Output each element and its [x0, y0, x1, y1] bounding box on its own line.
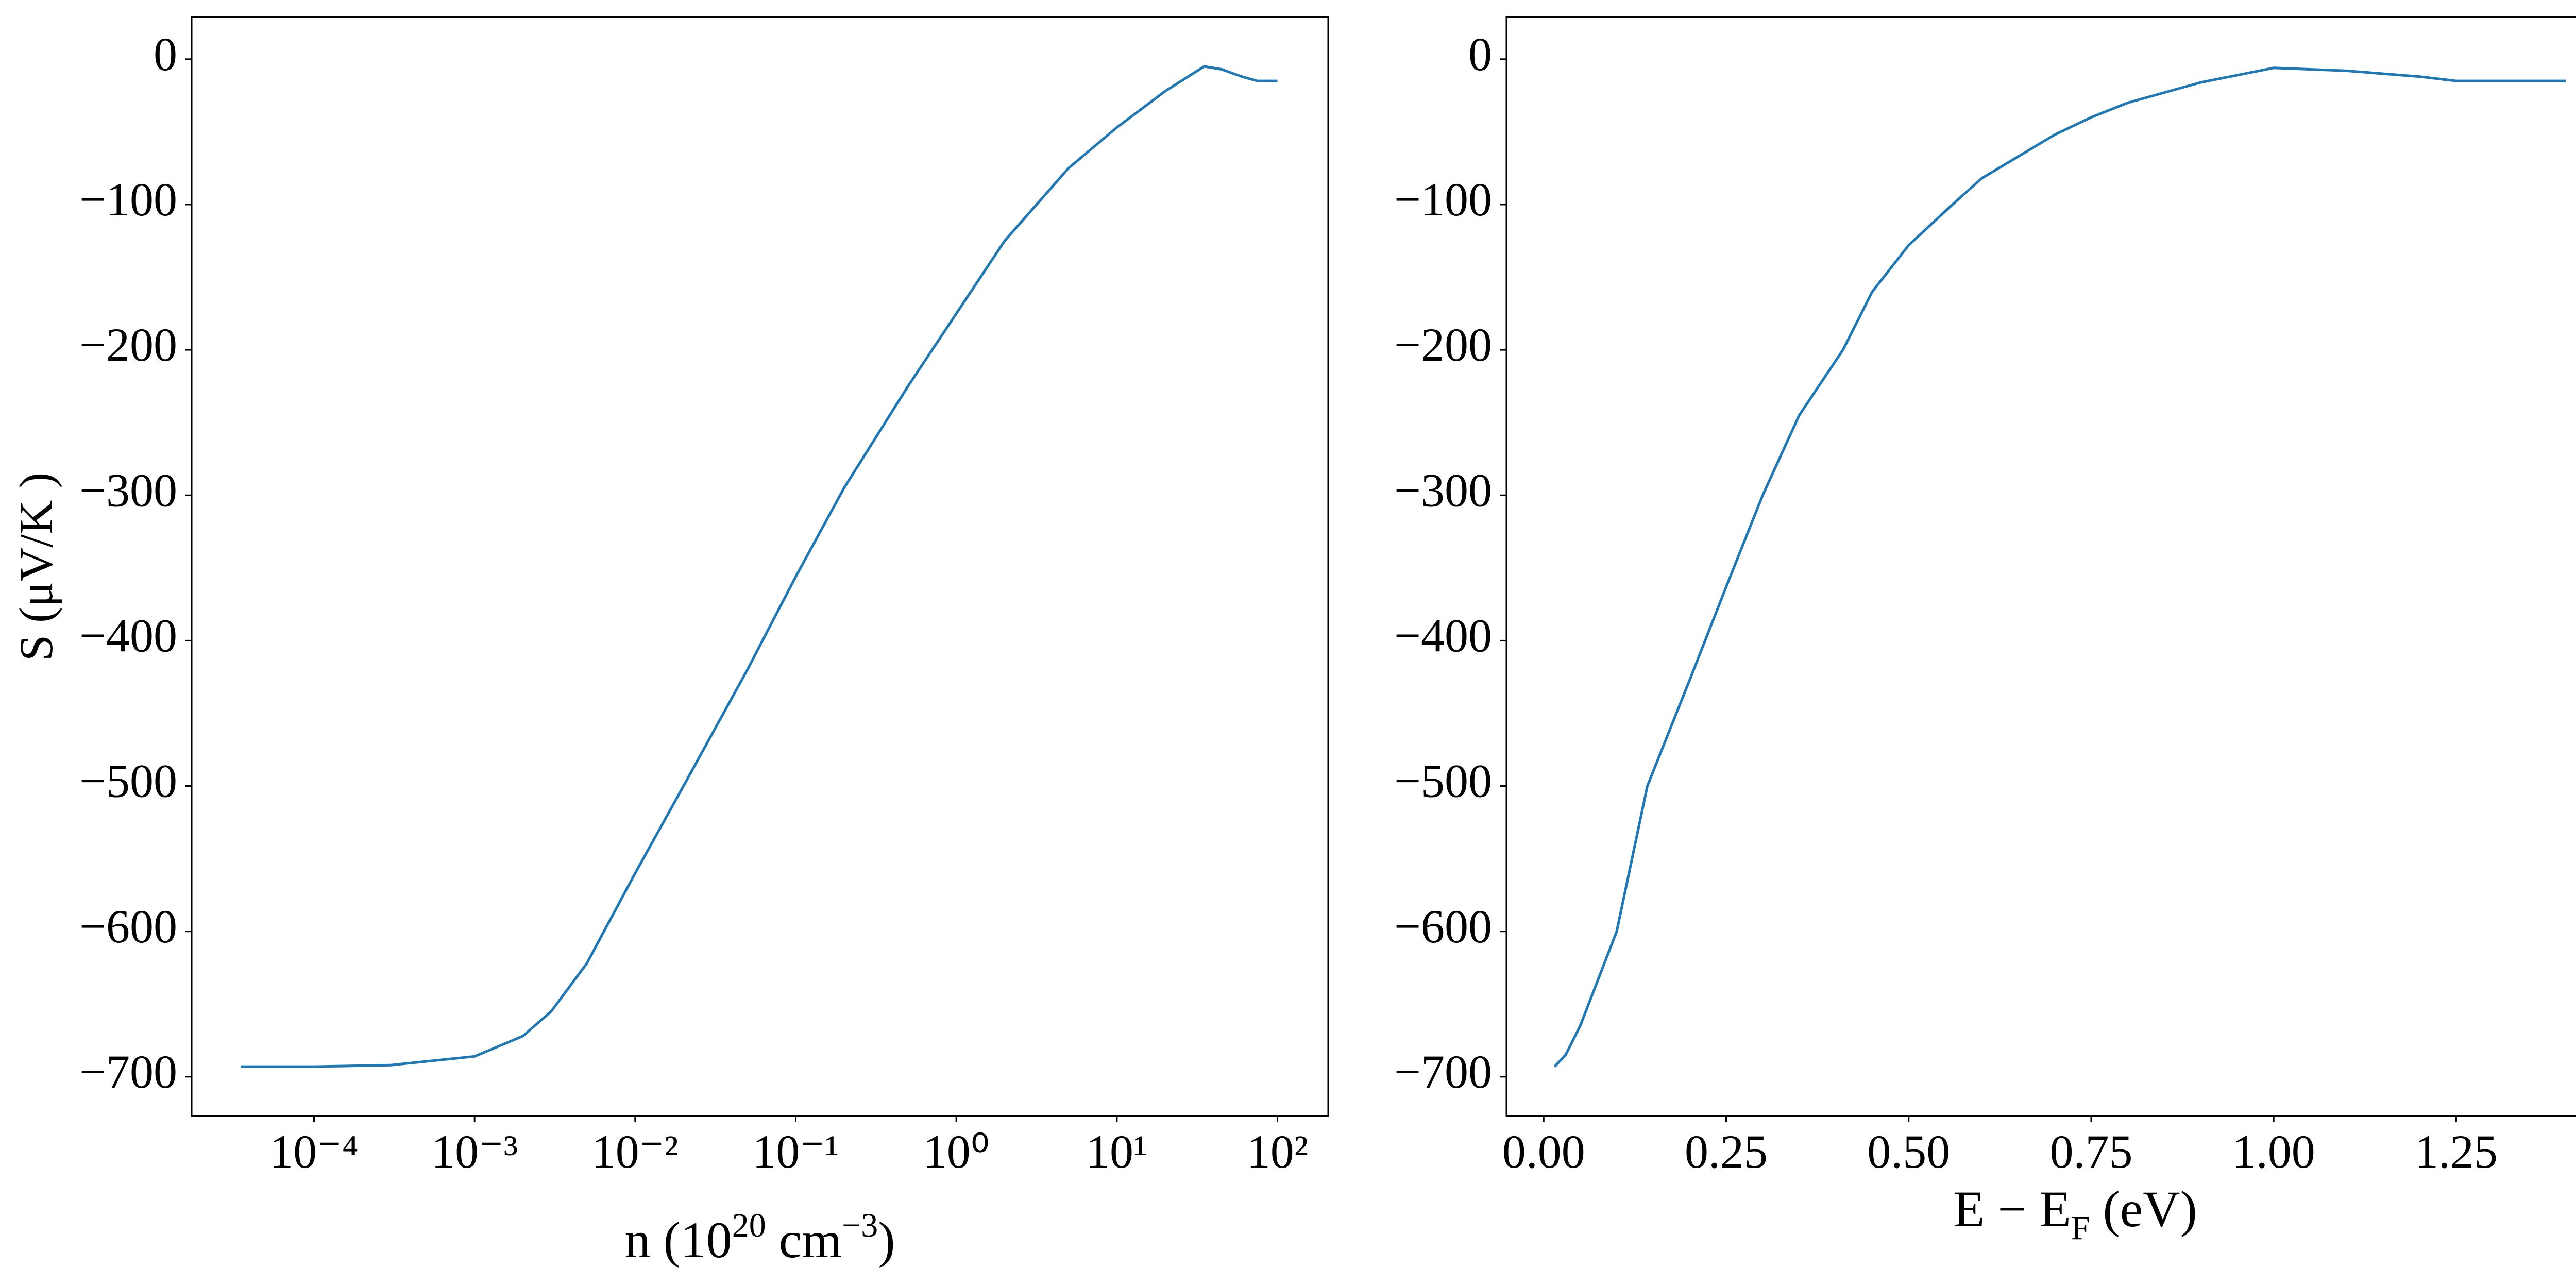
plot-frame — [1505, 16, 2576, 1117]
x-label-sup: 20 — [732, 1207, 766, 1244]
x-tick-label: 0.00 — [1502, 1125, 1585, 1178]
y-tick-label: −600 — [79, 900, 177, 953]
x-label-sup: −3 — [842, 1207, 878, 1244]
y-tick-label: −400 — [79, 610, 177, 662]
y-tick-label: −100 — [1394, 173, 1492, 226]
x-tick-label: 10⁻³ — [431, 1125, 518, 1178]
x-label-part: n (10 — [624, 1211, 732, 1269]
y-tick-label: 0 — [1468, 28, 1492, 80]
x-tick-label: 1.00 — [2232, 1125, 2315, 1178]
x-tick-label: 0.75 — [2049, 1125, 2132, 1178]
x-tick-label: 0.25 — [1685, 1125, 1768, 1178]
data-line — [1553, 66, 2566, 1068]
x-label-part: cm — [766, 1211, 842, 1269]
x-tick-label: 10⁻¹ — [752, 1125, 839, 1178]
y-tick-label: −200 — [1394, 318, 1492, 371]
data-line — [241, 65, 1278, 1068]
plot-frame — [191, 16, 1329, 1117]
y-tick-label: −500 — [1394, 755, 1492, 807]
y-tick-label: −200 — [79, 318, 177, 371]
x-axis-label: n (1020 cm−3) — [624, 1207, 895, 1269]
x-label-part: ) — [878, 1211, 895, 1269]
x-label-part: (eV) — [2090, 1180, 2197, 1238]
y-tick-label: −600 — [1394, 900, 1492, 953]
y-tick-label: −100 — [79, 173, 177, 226]
y-tick-label: −700 — [79, 1045, 177, 1098]
x-label-sub: F — [2071, 1209, 2090, 1247]
x-tick-label: 10⁻⁴ — [269, 1125, 359, 1178]
y-tick-label: 0 — [154, 28, 177, 80]
y-tick-label: −300 — [1394, 464, 1492, 516]
x-tick-label: 0.50 — [1867, 1125, 1950, 1178]
x-tick-label: 10¹ — [1086, 1125, 1148, 1178]
y-tick-label: −300 — [79, 464, 177, 516]
x-tick-label: 10⁻² — [592, 1125, 679, 1178]
x-axis-label: E − EF (eV) — [1953, 1180, 2197, 1247]
x-tick-label: 1.25 — [2415, 1125, 2498, 1178]
y-tick-label: −700 — [1394, 1045, 1492, 1098]
y-tick-label: −500 — [79, 755, 177, 807]
y-tick-label: −400 — [1394, 610, 1492, 662]
x-tick-label: 10² — [1247, 1125, 1309, 1178]
x-tick-label: 10⁰ — [923, 1125, 990, 1178]
x-label-part: E − E — [1953, 1180, 2071, 1238]
y-axis-label: S (μV/K ) — [10, 472, 62, 661]
